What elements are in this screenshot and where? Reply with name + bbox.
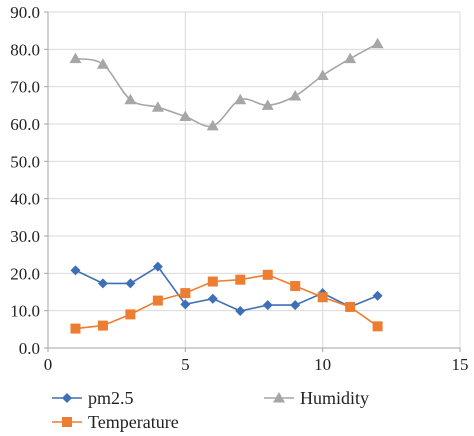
y-tick-labels: 0.0 10.0 20.0 30.0 40.0 50.0 60.0 70.0 80.0 90.0 [10, 3, 40, 358]
y-tick-label: 0.0 [19, 339, 40, 358]
y-tick-label: 40.0 [10, 190, 40, 209]
axes [44, 11, 461, 352]
legend-item-humidity: Humidity [264, 388, 369, 408]
series-pm2-5 [70, 261, 383, 317]
series-line-humidity [75, 42, 378, 128]
data-point-pm2-5 [125, 278, 136, 289]
data-point-pm2-5 [372, 290, 383, 301]
y-tick-label: 80.0 [10, 40, 40, 59]
y-tick-label: 30.0 [10, 227, 40, 246]
data-point-humidity [261, 99, 274, 110]
data-point-temperature [180, 288, 191, 299]
x-tick-label: 0 [44, 355, 53, 374]
x-tick-labels: 0 5 10 15 [44, 355, 469, 374]
series-temperature [70, 269, 383, 334]
legend-item-temperature: Temperature [52, 412, 179, 432]
legend-marker-pm2-5 [62, 393, 72, 403]
data-point-pm2-5 [97, 278, 108, 289]
y-tick-label: 50.0 [10, 152, 40, 171]
data-point-humidity [344, 52, 357, 64]
y-tick-label: 20.0 [10, 264, 40, 283]
data-point-temperature [152, 295, 163, 306]
y-tick-label: 10.0 [10, 302, 40, 321]
data-point-temperature [125, 309, 136, 320]
y-tick-label: 70.0 [10, 78, 40, 97]
data-point-temperature [290, 281, 301, 292]
legend-item-pm2-5: pm2.5 [52, 388, 134, 408]
data-point-temperature [345, 301, 356, 312]
data-point-pm2-5 [262, 300, 273, 311]
data-point-humidity [69, 52, 82, 64]
data-point-temperature [235, 274, 246, 285]
x-tick-label: 15 [452, 355, 469, 374]
data-point-humidity [151, 101, 164, 112]
data-point-pm2-5 [235, 306, 246, 317]
data-point-pm2-5 [152, 261, 163, 272]
data-point-humidity [96, 58, 109, 69]
grid [48, 11, 461, 348]
legend-label-temperature: Temperature [88, 412, 179, 432]
data-point-humidity [206, 119, 219, 131]
data-point-temperature [262, 269, 273, 280]
legend-marker-humidity [273, 392, 285, 403]
series-humidity [69, 37, 384, 131]
data-point-temperature [317, 292, 328, 303]
series [69, 37, 384, 334]
data-point-temperature [207, 276, 218, 287]
legend-label-pm2-5: pm2.5 [88, 388, 134, 408]
data-point-humidity [316, 69, 329, 80]
y-tick-label: 90.0 [10, 3, 40, 22]
x-tick-label: 5 [181, 355, 190, 374]
y-tick-label: 60.0 [10, 115, 40, 134]
x-tick-label: 10 [314, 355, 331, 374]
data-point-pm2-5 [207, 293, 218, 304]
data-point-humidity [371, 37, 384, 49]
data-point-humidity [124, 93, 137, 105]
data-point-pm2-5 [180, 299, 191, 310]
data-point-humidity [234, 93, 247, 105]
data-point-humidity [179, 110, 192, 122]
legend-label-humidity: Humidity [300, 388, 369, 408]
legend-marker-temperature [62, 417, 72, 427]
data-point-pm2-5 [290, 300, 301, 311]
data-point-temperature [70, 323, 81, 334]
data-point-pm2-5 [70, 265, 81, 276]
data-point-temperature [372, 321, 383, 332]
legend: pm2.5 Humidity Temperature [52, 388, 369, 432]
data-point-humidity [289, 90, 302, 101]
data-point-temperature [97, 320, 108, 331]
